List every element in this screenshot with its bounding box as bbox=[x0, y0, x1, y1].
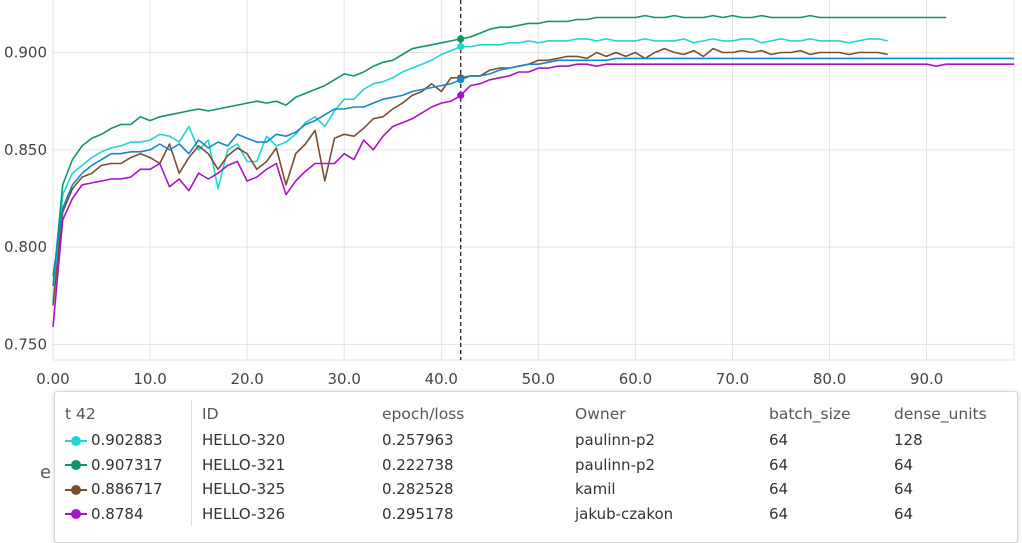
tooltip-dense-units: 64 bbox=[894, 455, 914, 474]
tooltip-dense-units: 64 bbox=[894, 480, 914, 499]
tooltip-row: 0.886717 HELLO-325 0.282528 kamil 64 64 bbox=[55, 477, 1017, 502]
cursor-point bbox=[457, 35, 465, 43]
partially-hidden-label: e bbox=[40, 462, 52, 483]
x-tick-label: 10.0 bbox=[133, 370, 166, 388]
tooltip-row: 0.907317 HELLO-321 0.222738 paulinn-p2 64 64 bbox=[55, 452, 1017, 477]
tooltip-value: 0.907317 bbox=[91, 455, 163, 474]
cursor-point bbox=[457, 43, 465, 51]
series-line-unnamed-4[interactable] bbox=[52, 57, 1014, 277]
tooltip-header-id: ID bbox=[202, 405, 219, 423]
y-tick-label: 0.800 bbox=[4, 238, 47, 256]
tooltip-header-dense-units: dense_units bbox=[894, 405, 987, 423]
tooltip-loss: 0.282528 bbox=[382, 480, 454, 499]
tooltip-run-id: HELLO-326 bbox=[202, 504, 286, 523]
tooltip-loss: 0.295178 bbox=[382, 504, 454, 523]
tooltip-owner: jakub-czakon bbox=[575, 504, 674, 523]
hover-tooltip: t 42 ID epoch/loss Owner batch_size dens… bbox=[54, 391, 1018, 543]
tooltip-batch-size: 64 bbox=[769, 431, 789, 450]
tooltip-header-owner: Owner bbox=[575, 405, 626, 423]
x-tick-label: 70.0 bbox=[716, 370, 749, 388]
x-tick-label: 80.0 bbox=[813, 370, 846, 388]
x-tick-label: 50.0 bbox=[522, 370, 555, 388]
tooltip-batch-size: 64 bbox=[769, 504, 789, 523]
y-tick-label: 0.750 bbox=[4, 335, 47, 353]
series-line-hello-325[interactable] bbox=[52, 47, 888, 306]
x-tick-label: 20.0 bbox=[230, 370, 263, 388]
chart-grid bbox=[52, 0, 1015, 361]
tooltip-table: t 42 ID epoch/loss Owner batch_size dens… bbox=[55, 400, 1017, 526]
tooltip-batch-size: 64 bbox=[769, 455, 789, 474]
tooltip-header-step: t 42 bbox=[55, 400, 192, 428]
x-tick-label: 0.00 bbox=[36, 370, 69, 388]
y-axis: 0.750 0.800 0.850 0.900 bbox=[4, 44, 47, 354]
legend-swatch-icon bbox=[65, 460, 87, 471]
tooltip-dense-units: 64 bbox=[894, 504, 914, 523]
series-line-hello-326[interactable] bbox=[52, 63, 1014, 327]
tooltip-row: 0.8784 HELLO-326 0.295178 jakub-czakon 64 64 bbox=[55, 501, 1017, 526]
series-line-hello-320[interactable] bbox=[52, 38, 888, 302]
tooltip-loss: 0.257963 bbox=[382, 431, 454, 450]
tooltip-batch-size: 64 bbox=[769, 480, 789, 499]
tooltip-value: 0.8784 bbox=[91, 504, 144, 523]
x-tick-label: 30.0 bbox=[328, 370, 361, 388]
cursor-point bbox=[457, 76, 465, 84]
x-tick-label: 40.0 bbox=[425, 370, 458, 388]
tooltip-value: 0.886717 bbox=[91, 480, 163, 499]
hover-cursor bbox=[457, 0, 465, 360]
tooltip-owner: kamil bbox=[575, 480, 616, 499]
tooltip-loss: 0.222738 bbox=[382, 455, 454, 474]
tooltip-run-id: HELLO-320 bbox=[202, 431, 286, 450]
tooltip-dense-units: 128 bbox=[894, 431, 923, 450]
tooltip-run-id: HELLO-325 bbox=[202, 480, 286, 499]
chart-lines bbox=[52, 14, 1014, 327]
x-axis: 0.00 10.0 20.0 30.0 40.0 50.0 60.0 70.0 80.0 90.0 bbox=[36, 370, 943, 388]
tooltip-header-loss: epoch/loss bbox=[382, 405, 465, 423]
x-tick-label: 90.0 bbox=[910, 370, 943, 388]
x-tick-label: 60.0 bbox=[619, 370, 652, 388]
cursor-point bbox=[457, 91, 465, 99]
tooltip-value: 0.902883 bbox=[91, 431, 163, 450]
tooltip-header-row: t 42 ID epoch/loss Owner batch_size dens… bbox=[55, 400, 1017, 428]
y-tick-label: 0.900 bbox=[4, 44, 47, 62]
tooltip-header-batch-size: batch_size bbox=[769, 405, 851, 423]
series-line-hello-321[interactable] bbox=[52, 14, 947, 287]
legend-swatch-icon bbox=[65, 509, 87, 520]
tooltip-row: 0.902883 HELLO-320 0.257963 paulinn-p2 64 128 bbox=[55, 428, 1017, 453]
tooltip-owner: paulinn-p2 bbox=[575, 455, 656, 474]
tooltip-owner: paulinn-p2 bbox=[575, 431, 656, 450]
legend-swatch-icon bbox=[65, 484, 87, 495]
y-tick-label: 0.850 bbox=[4, 141, 47, 159]
tooltip-run-id: HELLO-321 bbox=[202, 455, 286, 474]
legend-swatch-icon bbox=[65, 435, 87, 446]
